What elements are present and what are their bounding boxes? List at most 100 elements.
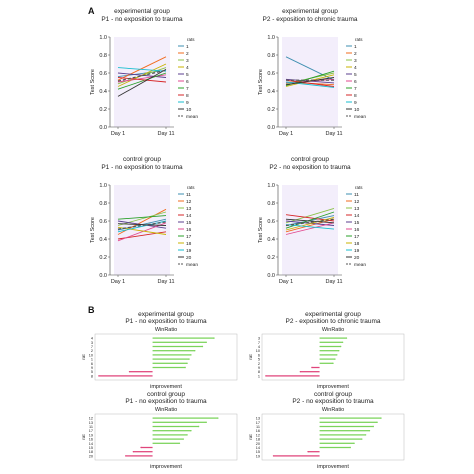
legend-entry: mean xyxy=(186,115,198,120)
bar-10 xyxy=(152,354,191,356)
bar-20 xyxy=(319,442,355,444)
category-label: 9 xyxy=(258,366,260,370)
y-tick-label: 0.0 xyxy=(99,273,107,279)
series-line-10 xyxy=(285,77,335,86)
bar-4 xyxy=(319,345,341,348)
series-line-2 xyxy=(117,56,167,81)
legend-entry: 10 xyxy=(354,107,360,113)
category-label: 12 xyxy=(89,417,93,421)
legend-entry: 8 xyxy=(354,93,357,99)
series-line-18 xyxy=(285,216,335,231)
bar-end-marker xyxy=(368,430,371,432)
bar-end-marker xyxy=(265,375,267,377)
legend-entry: mean xyxy=(186,263,198,268)
category-label: 4 xyxy=(91,337,93,341)
category-label: 17 xyxy=(89,429,93,433)
x-tick-label: Day 11 xyxy=(325,131,342,137)
plot-title: WinRatio xyxy=(155,407,177,413)
bar-end-marker xyxy=(336,354,338,356)
bar-end-marker xyxy=(311,366,313,369)
category-label: 3 xyxy=(91,341,93,345)
x-tick-label: Day 11 xyxy=(325,279,342,285)
bar-2 xyxy=(319,362,333,364)
bar-end-marker xyxy=(341,341,344,343)
y-tick-label: 0.8 xyxy=(267,201,275,207)
bar-5 xyxy=(129,371,153,373)
bar-end-marker xyxy=(217,417,219,419)
chart-title: control group xyxy=(314,391,352,398)
bar-end-marker xyxy=(205,421,207,423)
legend-entry: 3 xyxy=(186,58,189,64)
category-label: 20 xyxy=(256,442,260,446)
chart-title: experimental group xyxy=(305,311,361,318)
chart-title: control group xyxy=(291,156,329,163)
legend-entry: 18 xyxy=(354,241,360,247)
legend-header: rats xyxy=(355,185,363,190)
chart-title: experimental group xyxy=(114,8,170,15)
plot-frame xyxy=(94,333,238,381)
series-line-12 xyxy=(285,218,335,233)
category-label: 5 xyxy=(91,370,93,374)
legend-entry: 13 xyxy=(354,206,360,212)
y-tick-label: 0.4 xyxy=(267,89,275,95)
y-tick-label: 1.0 xyxy=(99,35,107,41)
series-line-9 xyxy=(117,67,167,72)
category-label: 19 xyxy=(89,433,93,437)
bar-end-marker xyxy=(299,371,302,373)
chart-subtitle: P2 - no exposition to trauma xyxy=(292,398,374,405)
category-label: 2 xyxy=(91,349,93,353)
category-label: 15 xyxy=(89,446,93,450)
bar-end-marker xyxy=(213,337,215,339)
bar-4 xyxy=(152,337,214,339)
legend-entry: 7 xyxy=(186,86,189,92)
plot-frame xyxy=(261,333,405,381)
category-label: 18 xyxy=(89,450,93,454)
legend-entry: 16 xyxy=(186,227,192,233)
legend-entry: mean xyxy=(354,115,366,120)
legend-entry: 19 xyxy=(186,248,192,254)
plot-title: WinRatio xyxy=(322,327,344,333)
y-axis-label: rat xyxy=(81,354,86,360)
bar-6 xyxy=(152,362,188,364)
category-label: 15 xyxy=(256,450,260,454)
y-axis-label: Test Score xyxy=(258,69,264,95)
panel-label-a: A xyxy=(88,6,95,16)
bar-end-marker xyxy=(98,375,100,377)
bar-7 xyxy=(152,345,203,348)
series-line-19 xyxy=(285,224,335,230)
bar-end-marker xyxy=(182,438,184,440)
bar-19 xyxy=(152,434,188,436)
series-line-13 xyxy=(285,207,335,224)
plot-background xyxy=(282,185,338,275)
category-label: 7 xyxy=(258,341,260,345)
bar-5 xyxy=(319,358,335,360)
legend-entry: 2 xyxy=(186,51,189,57)
x-axis-label: improvement xyxy=(317,384,349,390)
series-line-16 xyxy=(117,222,167,242)
category-label: 10 xyxy=(89,353,93,357)
y-tick-label: 1.0 xyxy=(99,183,107,189)
legend-entry: 11 xyxy=(186,192,191,198)
y-tick-label: 0.6 xyxy=(267,219,275,225)
legend-entry: 1 xyxy=(186,44,189,50)
y-axis-label: Test Score xyxy=(90,69,96,95)
x-axis-label: improvement xyxy=(317,464,349,470)
bar-end-marker xyxy=(178,442,181,444)
legend-entry: 14 xyxy=(186,213,192,219)
chart-subtitle: P2 - no exposition to trauma xyxy=(269,164,351,171)
y-axis-label: Test Score xyxy=(90,217,96,243)
category-label: 11 xyxy=(256,425,260,429)
category-label: 4 xyxy=(258,345,260,349)
legend-entry: 19 xyxy=(354,248,360,254)
bar-17 xyxy=(152,430,191,432)
series-line-mean xyxy=(285,218,335,227)
bar-end-marker xyxy=(364,434,367,436)
bar-11 xyxy=(152,425,199,428)
legend-entry: 5 xyxy=(354,72,357,78)
